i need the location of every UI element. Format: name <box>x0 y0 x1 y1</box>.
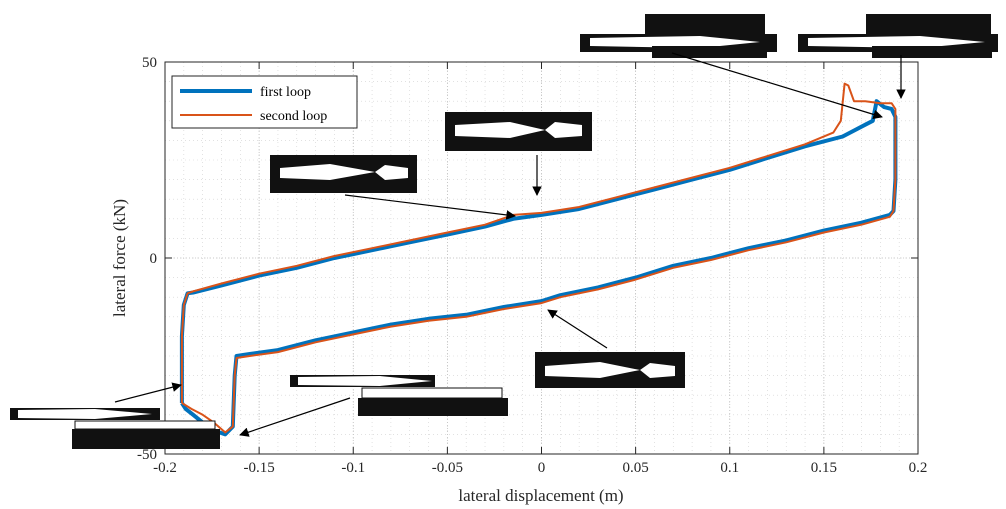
bearing-diagram-top-right <box>798 14 998 58</box>
x-tick-label: 0 <box>538 460 546 476</box>
series-lines <box>179 82 898 437</box>
arrow-to-lower-branch <box>547 309 608 349</box>
y-tick-label: 50 <box>142 55 157 71</box>
x-tick-label: 0.1 <box>720 460 739 476</box>
x-tick-label: -0.15 <box>244 460 275 476</box>
x-tick-label: -0.1 <box>341 460 365 476</box>
x-axis-label: lateral displacement (m) <box>458 486 623 505</box>
bearing-diagram-lower-right <box>535 352 685 388</box>
bearing-diagram-upper-middle <box>445 112 592 151</box>
x-tick-label: 0.2 <box>909 460 928 476</box>
legend-box <box>171 75 358 129</box>
y-tick-label: -50 <box>137 447 157 463</box>
arrow-to-left-corner <box>114 382 182 403</box>
y-tick-label: 0 <box>150 251 158 267</box>
legend-label-second-loop: second loop <box>260 109 327 124</box>
x-tick-labels: -0.2 -0.15 -0.1 -0.05 0 0.05 0.1 0.15 0.2 <box>153 460 927 476</box>
x-tick-label: 0.15 <box>811 460 837 476</box>
bearing-diagram-bottom-left <box>10 408 220 449</box>
x-tick-label: -0.2 <box>153 460 177 476</box>
legend: first loop second loop <box>171 75 358 129</box>
bearing-diagram-top-left <box>580 14 777 58</box>
y-axis-label: lateral force (kN) <box>110 199 129 317</box>
y-tick-labels: -50 0 50 <box>137 55 157 463</box>
arrow-to-upper-branch-left <box>344 194 516 220</box>
legend-label-first-loop: first loop <box>260 85 311 100</box>
annotation-arrows <box>114 52 906 437</box>
bearing-diagram-lower-middle <box>290 375 508 416</box>
arrow-to-peak-second-loop <box>671 52 883 120</box>
x-tick-label: -0.05 <box>432 460 463 476</box>
x-tick-label: 0.05 <box>623 460 649 476</box>
bearing-diagram-upper-left <box>270 155 417 193</box>
axis-ticks <box>164 61 919 455</box>
series-line-second-loop <box>180 82 897 434</box>
arrow-to-bottom-minimum <box>239 397 351 437</box>
